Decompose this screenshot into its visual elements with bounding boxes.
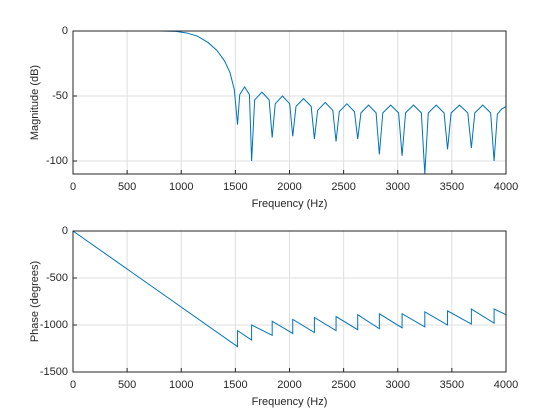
- data-line: [73, 30, 507, 175]
- y-tick-label: -100: [46, 155, 68, 167]
- x-tick-label: 2500: [331, 181, 355, 193]
- x-tick-label: 3500: [440, 379, 464, 391]
- x-tick-label: 1000: [169, 379, 193, 391]
- x-tick-label: 1500: [223, 379, 247, 391]
- y-tick-label: -50: [52, 90, 68, 102]
- x-tick-label: 500: [118, 181, 136, 193]
- x-tick-label: 2000: [277, 181, 301, 193]
- x-tick-label: 3000: [386, 181, 410, 193]
- x-tick-label: 0: [70, 181, 76, 193]
- x-tick-label: 500: [118, 379, 136, 391]
- x-tick-label: 1000: [169, 181, 193, 193]
- y-tick-label: -500: [46, 272, 68, 284]
- x-tick-label: 4000: [494, 379, 518, 391]
- x-tick-label: 3000: [386, 379, 410, 391]
- x-axis-label: Frequency (Hz): [252, 198, 328, 210]
- x-tick-label: 4000: [494, 181, 518, 193]
- y-tick-label: 0: [62, 25, 68, 37]
- x-tick-label: 0: [70, 379, 76, 391]
- axes-box: [72, 230, 507, 373]
- y-axis-label: Phase (degrees): [29, 261, 41, 342]
- axes-box: [72, 30, 507, 175]
- y-axis-label: Magnitude (dB): [29, 65, 41, 140]
- x-axis-label: Frequency (Hz): [252, 396, 328, 408]
- x-tick-label: 3500: [440, 181, 464, 193]
- data-line: [72, 230, 507, 348]
- x-tick-label: 2000: [277, 379, 301, 391]
- x-tick-label: 1500: [223, 181, 247, 193]
- y-tick-label: -1000: [40, 319, 68, 331]
- y-tick-label: -1500: [40, 366, 68, 378]
- x-tick-label: 2500: [331, 379, 355, 391]
- y-tick-label: 0: [62, 225, 68, 237]
